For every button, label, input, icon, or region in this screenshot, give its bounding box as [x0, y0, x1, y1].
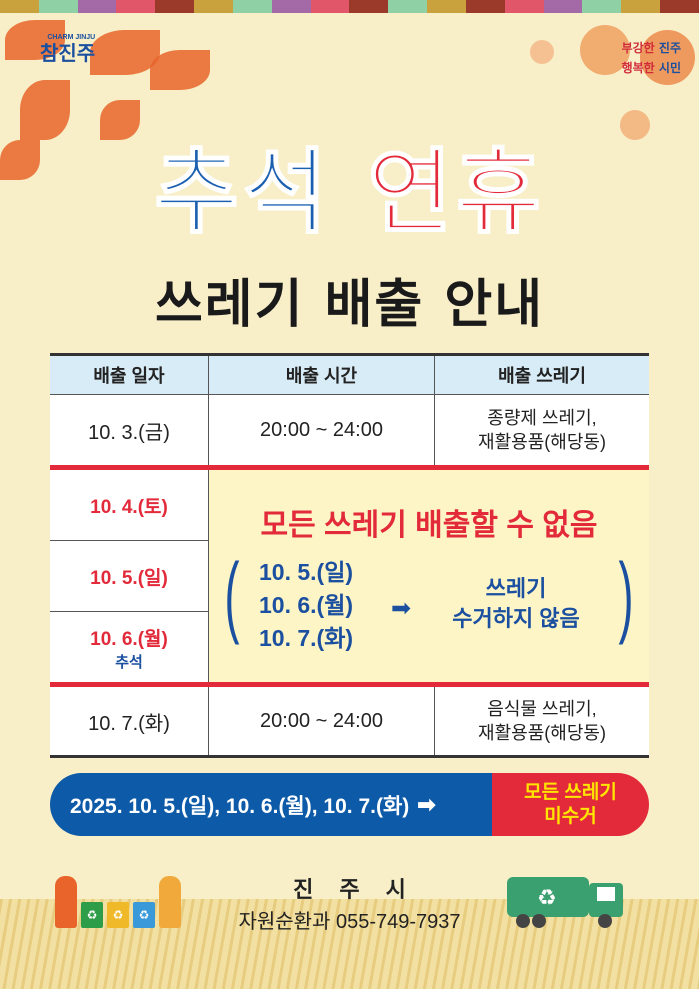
blocked-date: 10. 4.(토) — [50, 470, 208, 541]
column-header: 배출 쓰레기 — [435, 356, 649, 394]
department-contact: 자원순환과 055-749-7937 — [238, 911, 461, 933]
time-cell: 20:00 ~ 24:00 — [209, 395, 435, 465]
page-subtitle: 쓰레기 배출 안내 — [154, 275, 545, 335]
arrow-right-icon: ➡ — [417, 791, 436, 817]
no-collection-block: 10. 4.(토) 10. 5.(일) 10. 6.(월) 추석 모든 쓰레기 배… — [50, 470, 649, 682]
divider — [50, 682, 649, 687]
banner-dates: 2025. 10. 5.(일), 10. 6.(월), 10. 7.(화) — [70, 794, 410, 818]
holiday-label: 추석 — [115, 653, 143, 671]
notice-panel: 모든 쓰레기 배출할 수 없음 ( ) 10. 5.(일) 10. 6.(월) 10… — [209, 470, 649, 682]
recycle-bin-icon: ♻ — [107, 902, 129, 928]
decorative-stripe — [0, 0, 699, 13]
waste-cell: 음식물 쓰레기, 재활용품(해당동) — [478, 699, 606, 743]
summary-banner: 2025. 10. 5.(일), 10. 6.(월), 10. 7.(화) ➡ 모… — [50, 773, 649, 836]
table-row: 10. 3.(금) 20:00 ~ 24:00 종량제 쓰레기, 재활용품(해당동… — [50, 395, 649, 465]
recycle-bin-icon: ♻ — [133, 902, 155, 928]
girl-icon — [159, 876, 181, 928]
time-cell: 20:00 ~ 24:00 — [209, 687, 435, 755]
date-cell: 10. 7.(화) — [50, 687, 209, 755]
left-paren: ( — [224, 546, 240, 646]
city-slogan: 부강한 진주 행복한 시민 — [621, 41, 681, 75]
table-header: 배출 일자 배출 시간 배출 쓰레기 — [50, 356, 649, 395]
garbage-truck-icon: ♻ — [507, 877, 623, 928]
arrow-right-icon: ➡ — [391, 595, 412, 622]
schedule-table: 배출 일자 배출 시간 배출 쓰레기 10. 3.(금) 20:00 ~ 24:… — [50, 353, 649, 758]
right-paren: ) — [618, 546, 634, 646]
notice-headline: 모든 쓰레기 배출할 수 없음 — [260, 509, 598, 542]
waste-cell: 종량제 쓰레기, 재활용품(해당동) — [478, 408, 606, 452]
svg-text:♻: ♻ — [537, 886, 557, 911]
divider — [50, 465, 649, 470]
notice-dates: 10. 5.(일) 10. 6.(월) 10. 7.(화) — [259, 559, 354, 651]
notice-result: 쓰레기 수거하지 않음 — [452, 576, 580, 631]
blocked-date: 10. 6.(월) 추석 — [90, 628, 168, 671]
blocked-date: 10. 5.(일) — [50, 541, 208, 612]
city-name: 진주시 — [293, 878, 432, 903]
column-header: 배출 일자 — [50, 356, 209, 394]
column-header: 배출 시간 — [209, 356, 435, 394]
recycling-illustration: ♻ ♻ ♻ — [55, 876, 181, 928]
page-title: 추석 연휴 — [153, 138, 545, 247]
jinju-logo: CHARM JINJU 참진주 — [40, 34, 96, 65]
table-row: 10. 7.(화) 20:00 ~ 24:00 음식물 쓰레기, 재활용품(해당동… — [50, 687, 649, 755]
banner-result: 모든 쓰레기 미수거 — [492, 773, 649, 836]
date-cell: 10. 3.(금) — [50, 395, 209, 465]
recycle-bin-icon: ♻ — [81, 902, 103, 928]
worker-icon — [55, 876, 77, 928]
